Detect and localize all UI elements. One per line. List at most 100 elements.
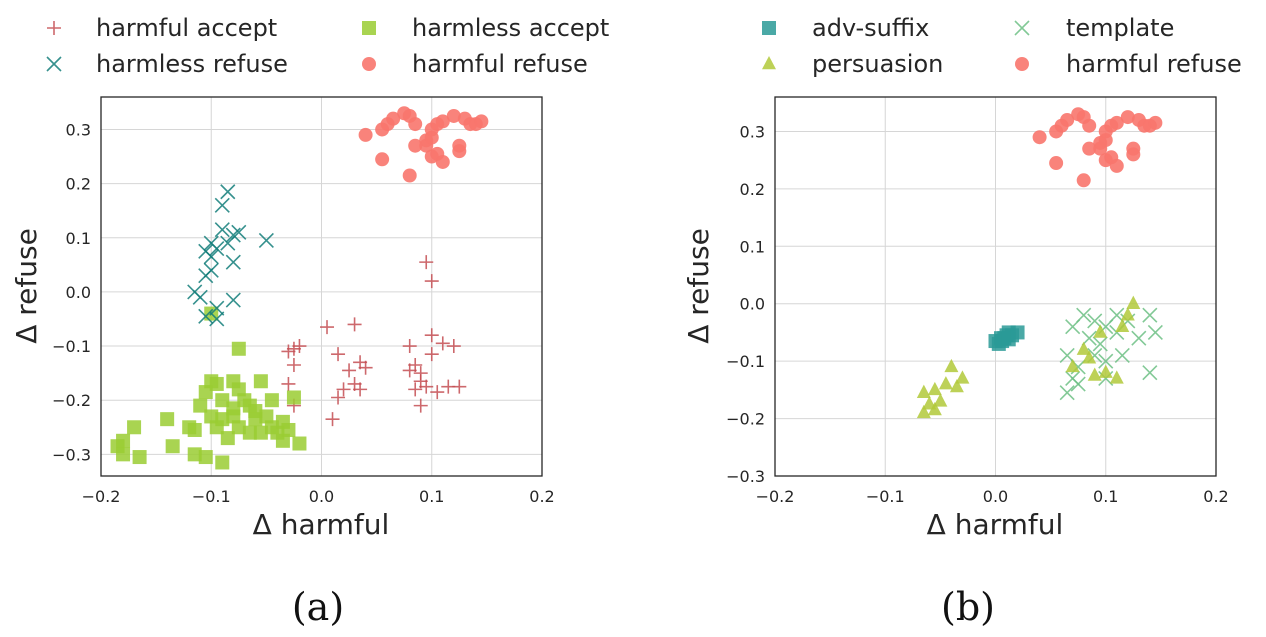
- point-harmful-accept: [320, 320, 335, 335]
- caption-a: (a): [292, 585, 344, 629]
- point-harmless-accept: [253, 425, 268, 440]
- legend-b-item-persuasion: persuasion: [762, 50, 943, 78]
- legend-b-item-harmful-refuse: harmful refuse: [1015, 50, 1242, 78]
- point-template: [1070, 376, 1086, 392]
- point-harmful-accept: [358, 360, 373, 375]
- y-tick-label-a: 0.1: [66, 229, 91, 248]
- point-harmful-refuse: [474, 114, 489, 129]
- point-harmful-accept: [424, 274, 439, 289]
- point-harmful-refuse: [435, 154, 450, 169]
- point-harmful-accept: [419, 255, 434, 270]
- point-template: [1081, 330, 1097, 346]
- point-harmless-refuse: [203, 235, 219, 251]
- x-tick-label-a: −0.2: [82, 487, 121, 506]
- x-tick-label-b: −0.1: [866, 487, 905, 506]
- x-tick-label-a: 0.2: [529, 487, 554, 506]
- point-harmful-accept: [286, 358, 301, 373]
- point-harmless-refuse: [220, 235, 236, 251]
- point-harmless-accept: [215, 393, 230, 408]
- point-persuasion: [1065, 358, 1080, 373]
- point-template: [1059, 385, 1075, 401]
- legend-b-item-template: template: [1014, 14, 1174, 42]
- point-harmful-accept: [446, 339, 461, 354]
- point-adv-suffix: [988, 334, 1003, 349]
- point-harmless-accept: [110, 439, 125, 454]
- point-persuasion: [1126, 295, 1141, 309]
- y-tick-label-a: −0.2: [52, 391, 91, 410]
- point-persuasion: [1082, 350, 1097, 364]
- point-harmful-refuse: [1120, 110, 1135, 125]
- y-tick-label-b: 0.2: [740, 180, 765, 199]
- x-tick-label-b: 0.2: [1203, 487, 1228, 506]
- point-harmful-refuse: [1060, 112, 1075, 127]
- point-harmless-accept: [292, 436, 307, 451]
- point-harmless-accept: [209, 376, 224, 391]
- legend-b-label-harmful-refuse: harmful refuse: [1066, 50, 1242, 78]
- point-harmless-refuse: [225, 254, 241, 270]
- point-harmless-accept: [132, 450, 147, 465]
- point-template: [1147, 324, 1163, 341]
- point-persuasion: [1120, 307, 1135, 321]
- legend-b-item-adv-suffix: adv-suffix: [762, 14, 929, 42]
- point-harmful-accept: [286, 341, 301, 356]
- legend-a-item-harmless-accept: harmless accept: [362, 14, 609, 42]
- legend-marker-harmful-refuse: [1015, 57, 1029, 71]
- y-axis-title-a: Δ refuse: [10, 228, 43, 344]
- point-harmless-accept: [198, 385, 213, 400]
- point-harmful-accept: [430, 385, 445, 400]
- legend-marker-harmful-accept: [47, 21, 61, 35]
- y-tick-label-a: 0.3: [66, 120, 91, 139]
- legend-b: adv-suffix template persuasion harmful r…: [762, 14, 1242, 78]
- point-persuasion: [1093, 324, 1108, 338]
- point-harmless-accept: [215, 455, 230, 470]
- caption-b: (b): [941, 585, 995, 629]
- point-harmless-accept: [209, 420, 224, 435]
- point-template: [1142, 365, 1158, 381]
- point-harmful-accept: [347, 317, 362, 332]
- point-harmless-accept: [253, 374, 268, 389]
- point-adv-suffix: [1010, 325, 1025, 340]
- point-template: [1142, 307, 1158, 323]
- point-harmless-accept: [248, 404, 263, 419]
- point-harmless-refuse: [198, 268, 214, 284]
- point-harmful-refuse: [446, 108, 461, 123]
- point-persuasion: [922, 396, 937, 410]
- x-tick-label-a: 0.1: [419, 487, 444, 506]
- point-harmless-accept: [165, 439, 180, 454]
- y-tick-label-b: −0.2: [726, 410, 765, 429]
- point-harmless-accept: [226, 401, 241, 416]
- point-harmful-refuse: [1148, 115, 1163, 130]
- point-persuasion: [933, 393, 948, 407]
- point-harmful-refuse: [358, 127, 373, 142]
- x-tick-label-b: 0.1: [1093, 487, 1118, 506]
- point-persuasion: [938, 376, 953, 390]
- point-harmful-refuse: [408, 138, 423, 153]
- point-harmless-accept: [182, 420, 197, 435]
- point-harmless-accept: [231, 382, 246, 397]
- plot-frame-b: [774, 96, 1217, 477]
- y-tick-label-b: −0.3: [726, 467, 765, 486]
- point-harmless-accept: [193, 398, 208, 413]
- legend-b-marker-template: [1014, 20, 1030, 36]
- point-template: [1092, 336, 1108, 352]
- point-persuasion: [927, 381, 942, 396]
- legend-marker-persuasion: [762, 55, 776, 70]
- legend-b-marker-persuasion: [762, 55, 776, 70]
- point-persuasion: [944, 358, 959, 373]
- legend-a-marker-harmful-refuse: [362, 57, 376, 71]
- point-harmful-accept: [325, 412, 340, 427]
- point-template: [1131, 330, 1147, 346]
- point-harmful-refuse: [424, 130, 439, 145]
- point-persuasion: [1115, 318, 1130, 332]
- plot-frame-a: [100, 96, 543, 477]
- legend-a-marker-harmless-refuse: [46, 56, 62, 72]
- point-persuasion: [1076, 341, 1091, 355]
- point-template: [1076, 307, 1092, 323]
- point-harmless-refuse: [258, 232, 274, 249]
- y-tick-label-b: 0.0: [740, 295, 765, 314]
- legend-b-label-persuasion: persuasion: [812, 50, 943, 78]
- legend-marker-harmless-refuse: [46, 56, 62, 72]
- point-harmful-refuse: [435, 114, 450, 129]
- point-persuasion: [1087, 367, 1102, 381]
- point-template: [1114, 347, 1130, 363]
